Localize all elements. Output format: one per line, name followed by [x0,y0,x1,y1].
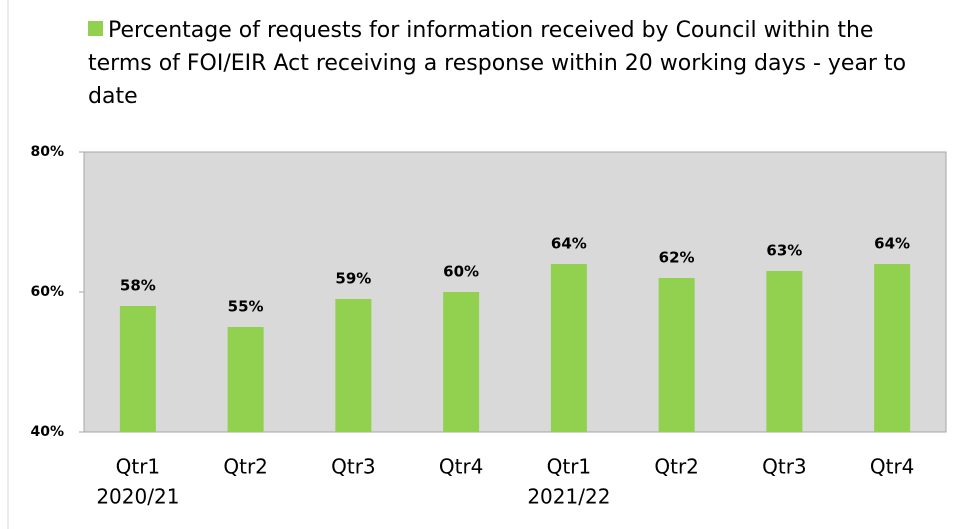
x-tick-label: Qtr3 [762,455,807,479]
legend-swatch [88,21,103,36]
data-label: 60% [443,263,479,281]
bar [658,278,695,432]
x-tick-label: Qtr4 [439,455,484,479]
data-label: 63% [766,242,802,260]
x-group-label: 2021/22 [527,485,610,509]
bar [227,327,264,432]
bar [443,292,480,432]
x-tick-label: Qtr3 [331,455,376,479]
x-tick-label: Qtr2 [223,455,268,479]
y-tick-label: 40% [30,424,64,440]
bar [119,306,156,432]
data-label: 58% [120,277,156,295]
legend-label: Percentage of requests for information r… [88,18,907,109]
bar [335,299,372,432]
x-tick-label: Qtr1 [547,455,592,479]
x-tick-label: Qtr2 [654,455,699,479]
y-tick-label: 60% [30,284,64,300]
y-tick-label: 80% [30,144,64,160]
legend: Percentage of requests for information r… [88,14,928,113]
data-label: 62% [659,249,695,267]
bar [550,264,587,432]
plot-area [83,151,947,433]
data-label: 64% [551,235,587,253]
x-tick-label: Qtr1 [116,455,161,479]
x-group-label: 2020/21 [96,485,179,509]
data-label: 64% [874,235,910,253]
data-label: 55% [228,298,264,316]
bar [874,264,911,432]
x-tick-label: Qtr4 [870,455,915,479]
data-label: 59% [335,270,371,288]
bar [766,271,803,432]
